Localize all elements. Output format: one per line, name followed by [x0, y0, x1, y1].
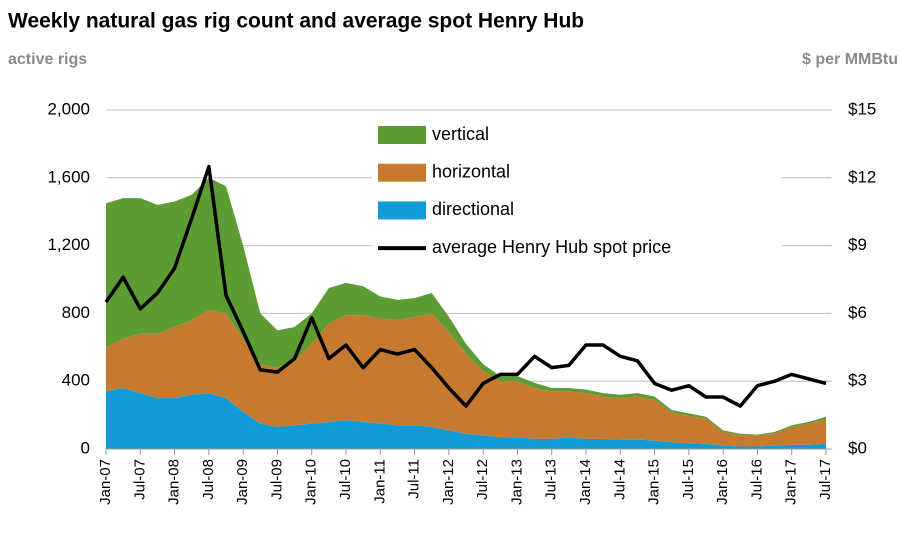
y-tick-label: 1,200: [47, 235, 90, 254]
x-tick-label: Jan-16: [714, 459, 731, 505]
y2-tick-label: $9: [848, 235, 867, 254]
area: [106, 387, 826, 449]
y2-tick-label: $0: [848, 438, 867, 457]
x-tick-label: Jul-17: [817, 459, 834, 500]
x-tick-label: Jul-12: [474, 459, 491, 500]
x-tick-label: Jul-16: [748, 459, 765, 500]
area: [106, 310, 826, 447]
y-axis-label: active rigs: [8, 51, 87, 68]
x-tick-label: Jan-08: [166, 459, 183, 505]
line: [104, 164, 827, 408]
y-tick-label: 1,600: [47, 167, 90, 186]
x-tick-label: Jul-14: [611, 459, 628, 500]
y2-tick-label: $15: [848, 99, 876, 118]
x-tick-label: Jan-10: [303, 459, 320, 505]
x-tick-label: Jul-08: [200, 459, 217, 500]
y-tick-label: 0: [81, 438, 90, 457]
y-tick-label: 2,000: [47, 99, 90, 118]
x-tick-label: Jul-13: [543, 459, 560, 500]
y2-tick-label: $6: [848, 303, 867, 322]
legend-swatch: [378, 126, 426, 144]
y2-axis-label: $ per MMBtu: [802, 51, 898, 68]
x-tick-label: Jan-17: [783, 459, 800, 505]
y-tick-label: 800: [62, 303, 90, 322]
chart-title: Weekly natural gas rig count and average…: [8, 10, 584, 33]
legend-label: horizontal: [432, 161, 510, 181]
legend-label: average Henry Hub spot price: [432, 237, 671, 257]
x-tick-label: Jul-07: [131, 459, 148, 500]
x-tick-label: Jan-12: [440, 459, 457, 505]
x-tick-label: Jan-07: [97, 459, 114, 505]
y-tick-label: 400: [62, 371, 90, 390]
x-tick-label: Jan-13: [508, 459, 525, 505]
x-tick-label: Jan-09: [234, 459, 251, 505]
y2-tick-label: $12: [848, 167, 876, 186]
x-tick-label: Jan-14: [577, 459, 594, 505]
legend-box: [372, 120, 782, 264]
legend-swatch: [378, 201, 426, 220]
x-tick-label: Jul-11: [406, 459, 423, 499]
legend-label: directional: [432, 199, 514, 219]
x-tick-label: Jul-09: [268, 459, 285, 500]
y2-tick-label: $3: [848, 371, 867, 390]
x-tick-label: Jul-15: [680, 459, 697, 500]
legend-swatch: [378, 163, 426, 182]
x-tick-label: Jan-11: [371, 459, 388, 504]
area: [106, 177, 826, 436]
legend-label: vertical: [432, 124, 489, 144]
x-tick-label: Jul-10: [337, 459, 354, 500]
x-tick-label: Jan-15: [646, 459, 663, 505]
